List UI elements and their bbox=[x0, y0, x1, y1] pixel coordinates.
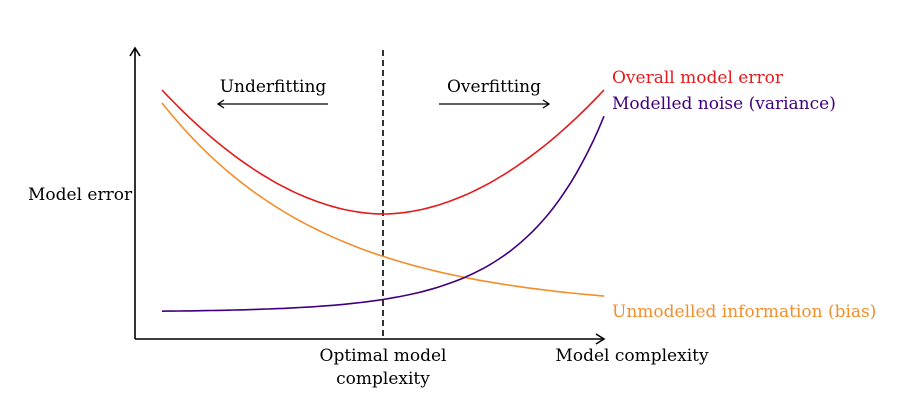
underfitting-label: Underfitting bbox=[220, 77, 327, 97]
underfitting-arrow bbox=[216, 99, 328, 109]
overall-error-curve bbox=[161, 89, 605, 215]
y-axis-arrowhead bbox=[129, 46, 141, 57]
overall-error-label: Overall model error bbox=[612, 68, 784, 88]
bias-label: Unmodelled information (bias) bbox=[612, 302, 876, 322]
variance-label: Modelled noise (variance) bbox=[612, 94, 836, 114]
optimal-label-line1: Optimal model bbox=[320, 346, 447, 366]
y-axis-label: Model error bbox=[28, 185, 133, 205]
bias-curve bbox=[161, 102, 605, 297]
overfitting-label: Overfitting bbox=[447, 77, 541, 97]
optimal-label-line2: complexity bbox=[336, 369, 430, 389]
overfitting-arrow bbox=[439, 99, 551, 109]
x-axis-label: Model complexity bbox=[555, 346, 709, 366]
variance-curve bbox=[161, 115, 605, 312]
axes bbox=[129, 46, 606, 345]
x-axis-arrowhead bbox=[595, 333, 606, 345]
